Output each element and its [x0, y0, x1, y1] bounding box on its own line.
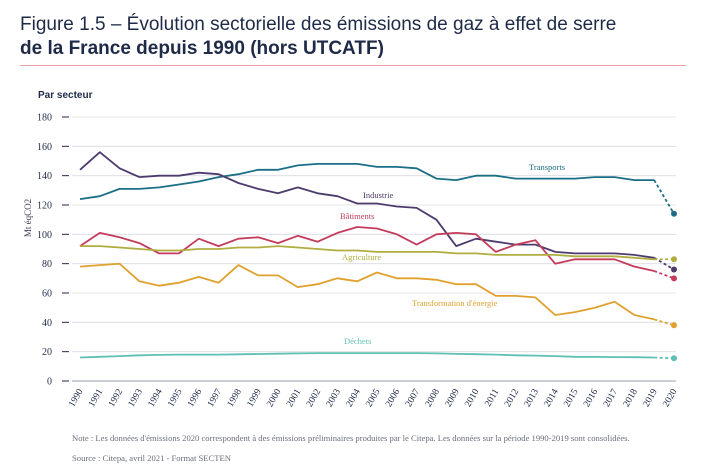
x-tick-label: 2000: [265, 387, 283, 409]
y-tick-label: 120: [37, 201, 52, 212]
x-tick-label: 2005: [364, 387, 382, 409]
series-dashed-segment: [653, 318, 675, 327]
series-label: Industrie: [363, 190, 393, 200]
series-dashed-segment: [653, 270, 675, 280]
series-dashed-segment: [653, 179, 675, 215]
y-tick-label: 180: [37, 113, 52, 124]
x-tick-label: 1994: [147, 387, 165, 409]
series-line: [79, 151, 655, 259]
y-tick-label: 0: [47, 377, 52, 388]
x-tick-label: 2014: [543, 387, 561, 409]
y-tick-label: 140: [37, 171, 52, 182]
x-tick-label: 1990: [67, 387, 85, 409]
gridlines: [72, 116, 676, 382]
series-line: [80, 245, 655, 261]
y-axis-ticks: 0 20 40 60 80 100 120 140 160 180: [37, 113, 69, 388]
y-axis-label: Mt éqCO2: [23, 199, 33, 237]
x-tick-label: 2002: [305, 387, 323, 409]
x-tick-label: 1997: [206, 387, 224, 409]
x-tick-label: 2015: [562, 387, 580, 409]
x-tick-label: 2013: [523, 387, 541, 409]
series-end-point: [671, 210, 677, 217]
x-tick-label: 2017: [602, 387, 620, 409]
x-tick-label: 2020: [661, 387, 679, 409]
x-tick-label: 1995: [166, 387, 184, 409]
series-label: Agriculture: [342, 252, 381, 262]
x-tick-label: 2018: [622, 387, 640, 409]
x-tick-label: 2016: [582, 387, 600, 409]
x-tick-label: 2001: [285, 387, 303, 409]
series-end-point: [671, 355, 677, 362]
series-label: Transformation d'énergie: [412, 298, 498, 308]
x-tick-label: 2008: [424, 387, 442, 409]
series-lines: [79, 151, 677, 362]
line-chart: Par secteur Mt éqCO2 0 20 40 60 80 100 120 140 1…: [23, 90, 680, 409]
chart-subtitle: Par secteur: [38, 90, 93, 101]
series-end-point: [671, 322, 677, 329]
x-tick-label: 1993: [127, 387, 145, 409]
x-tick-label: 2012: [503, 387, 521, 409]
x-axis-ticks: 1990 1991 1992 1993 1994 1995 1996 1997 1998 1999…: [67, 387, 679, 409]
y-tick-label: 100: [37, 230, 52, 241]
series-label: Transports: [529, 162, 565, 172]
x-tick-label: 2006: [384, 387, 402, 409]
x-tick-label: 1992: [107, 387, 125, 409]
x-tick-label: 2004: [345, 387, 363, 409]
chart-source: Source : Citepa, avril 2021 - Format SEC…: [72, 453, 231, 463]
series-line: [79, 226, 655, 272]
x-tick-label: 2010: [463, 387, 481, 409]
series-dashed-segment: [654, 356, 675, 360]
series-label: Déchets: [344, 336, 371, 346]
x-tick-label: 2011: [483, 387, 501, 408]
series-line: [79, 162, 655, 200]
chart-note: Note : Les données d'émissions 2020 corr…: [72, 433, 630, 443]
title-divider: [20, 65, 686, 66]
series-end-point: [671, 266, 677, 273]
chart-title-line2: de la France depuis 1990 (hors UTCATF): [20, 38, 384, 59]
x-tick-label: 2019: [642, 387, 660, 409]
series-line: [79, 262, 655, 321]
x-tick-label: 2007: [404, 387, 422, 409]
chart-title-line1: Figure 1.5 – Évolution sectorielle des é…: [20, 14, 617, 35]
y-tick-label: 160: [37, 142, 52, 153]
series-end-point: [671, 275, 677, 282]
series-dashed-segment: [653, 257, 675, 271]
x-tick-label: 1991: [87, 387, 105, 409]
y-tick-label: 80: [42, 259, 52, 270]
y-tick-label: 20: [42, 347, 52, 358]
x-tick-label: 1999: [246, 387, 264, 409]
series-end-point: [671, 256, 677, 263]
x-tick-label: 2009: [444, 387, 462, 409]
x-tick-label: 1998: [226, 387, 244, 409]
x-tick-label: 1996: [186, 387, 204, 409]
x-tick-label: 2003: [325, 387, 343, 409]
series-line: [79, 352, 655, 359]
y-tick-label: 60: [42, 289, 52, 300]
series-labels: Transports Industrie Bâtiments Agriculture T…: [340, 162, 565, 346]
y-tick-label: 40: [42, 318, 52, 329]
series-label: Bâtiments: [340, 211, 374, 221]
